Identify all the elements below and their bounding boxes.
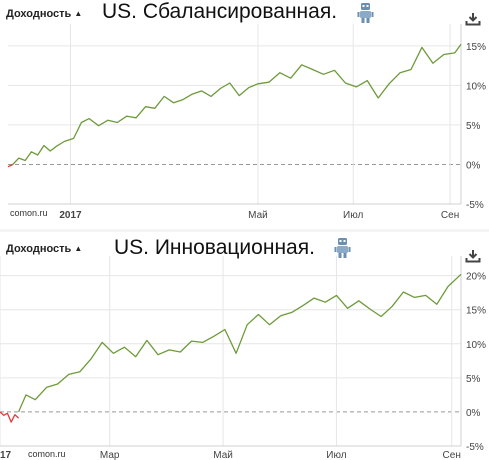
x-tick-label: Сен xyxy=(441,210,459,221)
x-tick-label: Май xyxy=(213,450,233,460)
y-tick-label: 20% xyxy=(466,272,486,283)
line-chart: -5% 0% 5% 10% 15% 20% 2017 Мар Май Июл Сен comon.ru xyxy=(0,256,486,460)
yield-sort-button[interactable]: Доходность ▲ xyxy=(6,243,82,255)
x-tick-label: 2017 xyxy=(59,210,82,221)
series-line xyxy=(18,273,462,413)
y-tick-label: 0% xyxy=(466,408,481,419)
series-line xyxy=(12,43,462,165)
sort-caret-icon: ▲ xyxy=(74,9,83,18)
download-icon[interactable] xyxy=(465,249,481,263)
y-tick-label: -5% xyxy=(466,200,484,211)
x-tick-label: Сен xyxy=(443,450,461,460)
y-tick-label: -5% xyxy=(466,442,484,453)
chart-panel-balanced: Доходность ▲ US. Сбалансированная. -5% 0% 5… xyxy=(6,0,486,221)
watermark-text: comon.ru xyxy=(28,449,66,459)
download-icon[interactable] xyxy=(465,12,481,26)
y-tick-label: 0% xyxy=(466,160,481,171)
yield-sort-button[interactable]: Доходность ▲ xyxy=(6,8,82,20)
robot-icon xyxy=(357,3,374,23)
y-tick-label: 5% xyxy=(466,374,481,385)
robot-icon xyxy=(334,238,351,258)
sort-caret-icon: ▲ xyxy=(74,244,83,253)
watermark-text: comon.ru xyxy=(10,208,48,218)
chart-title: US. Инновационная. xyxy=(114,236,315,259)
y-tick-label: 5% xyxy=(466,121,481,132)
y-tick-label: 10% xyxy=(466,81,486,92)
panel-separator xyxy=(0,229,489,233)
x-tick-label: 2017 xyxy=(0,450,12,460)
chart-panel-innovation: Доходность ▲ US. Инновационная. -5% 0% 5% 10… xyxy=(0,232,489,460)
x-tick-label: Июл xyxy=(343,210,363,221)
x-tick-label: Мар xyxy=(100,450,120,460)
y-tick-label: 10% xyxy=(466,340,486,351)
y-tick-label: 15% xyxy=(466,42,486,53)
x-tick-label: Июл xyxy=(326,450,346,460)
x-tick-label: Май xyxy=(248,210,268,221)
y-tick-label: 15% xyxy=(466,306,486,317)
series-line xyxy=(7,163,13,168)
yield-label: Доходность xyxy=(6,8,72,20)
chart-title: US. Сбалансированная. xyxy=(102,0,338,23)
yield-label: Доходность xyxy=(6,243,72,255)
series-line xyxy=(0,411,20,423)
line-chart: -5% 0% 5% 10% 15% 2017 Май Июл Сен comon.ru xyxy=(7,24,486,221)
